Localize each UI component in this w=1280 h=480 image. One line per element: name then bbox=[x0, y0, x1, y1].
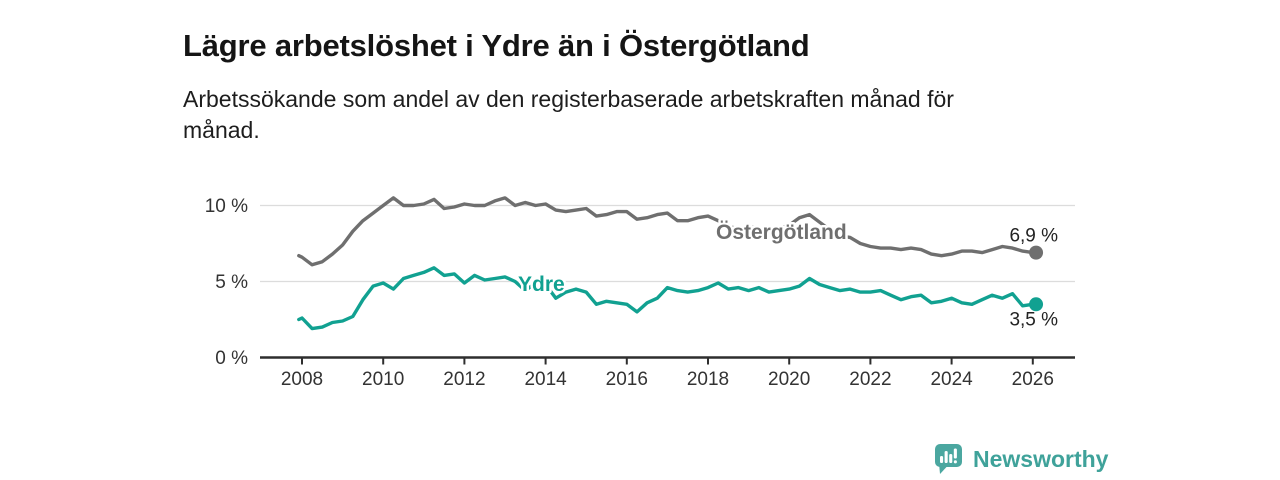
newsworthy-logo: Newsworthy bbox=[934, 443, 1108, 476]
end-value-label: 6,9 % bbox=[1009, 226, 1058, 247]
chart-subtitle: Arbetssökande som andel av den registerb… bbox=[183, 84, 954, 146]
y-axis-label: 10 % bbox=[205, 196, 248, 217]
logo-bubble bbox=[935, 444, 962, 467]
x-axis-label: 2020 bbox=[768, 369, 810, 390]
y-axis-label: 5 % bbox=[215, 272, 248, 293]
logo-bar-medium bbox=[949, 454, 953, 463]
end-dot bbox=[1029, 297, 1044, 312]
y-axis-label: 0 % bbox=[215, 348, 248, 369]
x-axis-label: 2014 bbox=[524, 369, 567, 390]
brand-name: Newsworthy bbox=[973, 446, 1109, 472]
end-dot bbox=[1029, 245, 1044, 260]
x-axis-label: 2010 bbox=[362, 369, 404, 390]
x-axis-label: 2012 bbox=[443, 369, 485, 390]
x-axis-label: 2008 bbox=[281, 369, 323, 390]
series-label: Östergötland bbox=[716, 221, 847, 244]
subtitle-line-2: månad. bbox=[183, 117, 260, 143]
logo-bar-short bbox=[940, 456, 944, 463]
subtitle-line-1: Arbetssökande som andel av den registerb… bbox=[183, 86, 954, 112]
logo-exclamation-bar bbox=[953, 448, 957, 459]
series-line bbox=[297, 266, 1038, 331]
series-label: Ydre bbox=[518, 273, 565, 296]
logo-bar-tall bbox=[944, 451, 948, 463]
chart-title: Lägre arbetslöshet i Ydre än i Östergötl… bbox=[183, 27, 810, 63]
newsworthy-icon bbox=[935, 444, 962, 474]
x-axis-label: 2018 bbox=[687, 369, 729, 390]
logo-exclamation-dot bbox=[953, 460, 957, 464]
end-value-label: 3,5 % bbox=[1009, 309, 1058, 330]
x-axis-label: 2024 bbox=[930, 369, 973, 390]
series-line bbox=[297, 196, 1038, 267]
logo-bubble-tail bbox=[939, 463, 947, 474]
x-axis-label: 2022 bbox=[849, 369, 891, 390]
x-axis-label: 2026 bbox=[1012, 369, 1054, 390]
x-axis-label: 2016 bbox=[606, 369, 648, 390]
